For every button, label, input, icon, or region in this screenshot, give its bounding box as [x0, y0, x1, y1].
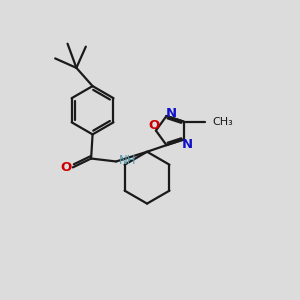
Text: N: N — [182, 138, 193, 152]
Text: N: N — [166, 107, 177, 120]
Text: CH₃: CH₃ — [212, 117, 233, 127]
Text: NH: NH — [118, 154, 136, 166]
Text: O: O — [61, 161, 72, 174]
Text: O: O — [149, 119, 160, 132]
